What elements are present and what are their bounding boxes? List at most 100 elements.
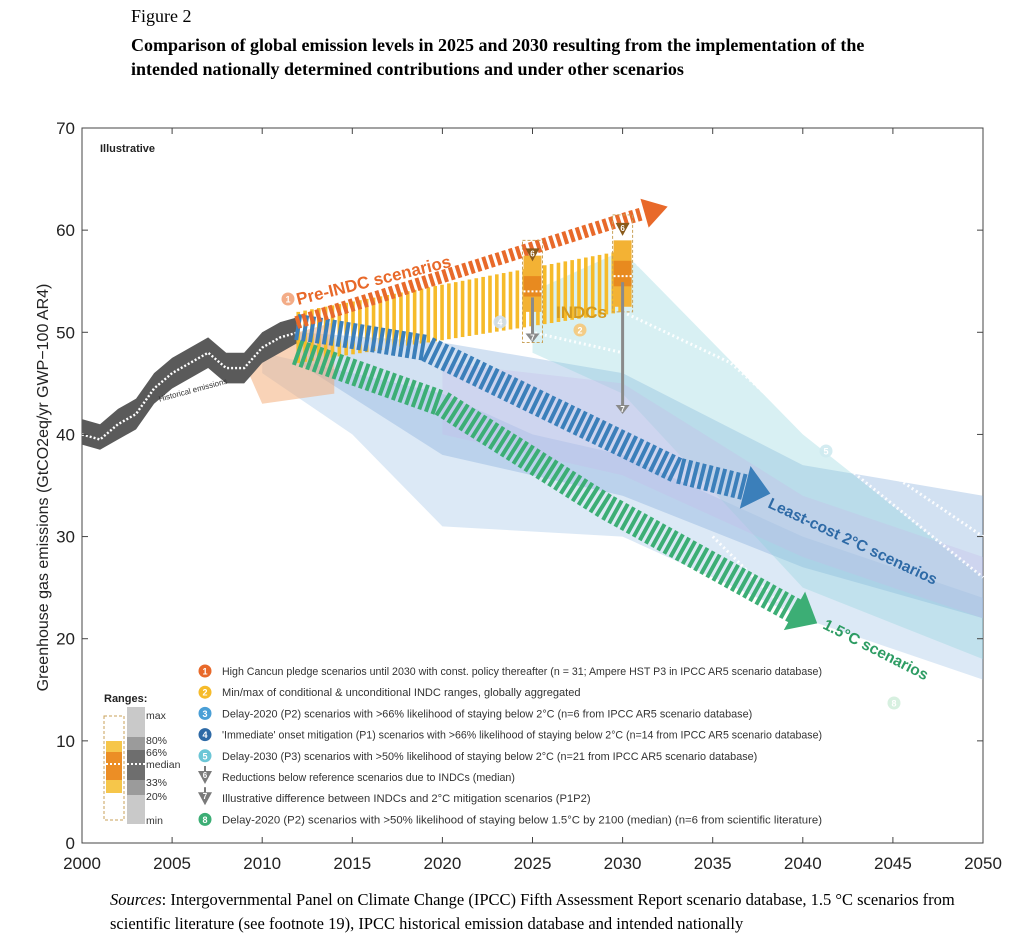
arrow-1-5c-stripe	[723, 563, 740, 589]
marker-6-shape	[525, 248, 540, 262]
arrow-2c-stripe	[534, 392, 550, 418]
gap-arrowhead	[525, 333, 540, 343]
y-tick-label: 60	[56, 221, 75, 240]
arrow-2c-stripe	[648, 447, 664, 473]
arrow-2c-stripe	[434, 343, 450, 369]
arrow-1-5c-stripe	[446, 399, 464, 424]
marker-4-text: 4	[497, 318, 502, 328]
arrow-2c-stripe	[503, 377, 519, 403]
arrow-1-5c-stripe	[331, 353, 345, 380]
range-key-label: 20%	[146, 791, 167, 803]
chart-legend: 1 High Cancun pledge scenarios until 2030…	[198, 664, 822, 826]
x-tick-label: 2035	[694, 854, 732, 873]
range-key-label: 66%	[146, 747, 167, 759]
x-tick-label: 2025	[514, 854, 552, 873]
arrow-2c-stripe	[682, 459, 694, 487]
arrow-1-5c-stripe	[729, 567, 747, 592]
arrow-1-5c-stripe	[476, 418, 494, 443]
guide-line-4	[711, 535, 984, 743]
legend-triangle	[198, 771, 212, 784]
arrow-1-5c-stripe	[699, 550, 716, 576]
arrow-1-5c-stripe	[505, 437, 523, 462]
marker-circle-2	[573, 323, 587, 337]
marker-6: 6	[530, 249, 535, 258]
arrow-2c-stripe	[459, 355, 475, 381]
arrow-1-5c-stripe	[458, 407, 476, 432]
arrow-2c-stripe	[490, 370, 506, 397]
arrow-pre-indc-stripe	[361, 294, 369, 308]
arrow-1-5c-stripe	[668, 533, 685, 559]
arrow-1-5c-stripe	[423, 386, 437, 413]
sources-note: Sources: Intergovernmental Panel on Clim…	[110, 888, 1010, 936]
arrow-2c-stripe	[427, 340, 443, 366]
legend-item-text: Delay-2030 (P3) scenarios with >50% like…	[222, 751, 757, 763]
arrow-1-5c-stripe	[650, 523, 667, 548]
arrow-2c-stripe	[446, 349, 462, 375]
arrow-pre-indc-stripe	[347, 298, 356, 313]
arrow-2c-stripe	[635, 441, 651, 467]
arrow-1-5c-stripe	[778, 594, 796, 620]
arrow-1-5c-stripe	[772, 590, 789, 616]
arrow-2c-stripe	[390, 329, 400, 356]
arrow-pre-indc-stripe	[568, 228, 576, 243]
arrow-1-5c-stripe	[717, 560, 734, 586]
arrow-2c-stripe	[335, 320, 344, 348]
arrow-1-5c-stripe	[390, 374, 404, 401]
arrow-1-5c-stripe	[564, 474, 583, 499]
arrow-pre-indc-stripe	[581, 224, 590, 239]
arrow-pre-indc-stripe	[294, 315, 303, 329]
arrow-pre-indc	[294, 198, 668, 329]
arrow-2c-stripe	[453, 352, 469, 378]
arrow-1-5c-stripe	[760, 584, 777, 609]
arrow-pre-indc-stripe	[561, 231, 570, 245]
arrow-pre-indc-stripe	[467, 260, 476, 275]
arrow-pre-indc-head	[640, 198, 668, 228]
marker-circle-8	[887, 696, 901, 710]
arrow-1-5c-stripe	[711, 557, 728, 582]
arrow-pre-indc-stripe	[594, 220, 603, 235]
arrow-1-5c-stripe	[693, 546, 710, 572]
arrow-1-5c-stripe	[344, 358, 358, 385]
arrow-2c-stripe	[370, 326, 379, 353]
marker-6: 6	[620, 224, 625, 233]
arrow-1-5c-stripe	[470, 414, 488, 439]
x-tick-label: 2030	[604, 854, 642, 873]
arrow-1-5c-stripe	[687, 543, 704, 569]
range-bar-2025: 76	[522, 239, 543, 344]
arrow-1-5c-stripe	[311, 346, 325, 373]
x-tick-label: 2020	[423, 854, 461, 873]
arrow-pre-indc-stripe	[574, 226, 583, 241]
arrow-1-5c-stripe	[541, 459, 559, 484]
arrow-pre-indc-stripe	[407, 279, 416, 294]
arrow-pre-indc-stripe	[534, 239, 543, 254]
legend-marker-8: 8	[202, 815, 207, 825]
arrow-1-5c-stripe	[619, 506, 636, 532]
arrow-1-5c-stripe	[613, 502, 630, 528]
arrow-pre-indc-stripe	[387, 285, 396, 300]
arrow-1-5c-stripe	[662, 530, 679, 555]
arrow-1-5c-stripe	[576, 481, 595, 506]
scenario-band-3	[532, 250, 983, 660]
sources-label: Sources	[110, 890, 162, 909]
range-key-label: 33%	[146, 777, 167, 789]
arrow-2c-stripe	[397, 330, 406, 358]
arrow-1-5c-stripe	[748, 577, 765, 603]
arrow-1-5c-stripe	[588, 489, 606, 514]
arrow-2c-stripe	[404, 331, 413, 359]
gap-arrowhead	[615, 405, 630, 414]
arrow-2c-stripe	[703, 465, 714, 492]
arrow-pre-indc-stripe	[421, 275, 429, 289]
legend-marker-5: 5	[202, 751, 207, 761]
y-axis-label: Greenhouse gas emissions (GtCO2eq/yr GWP…	[35, 284, 52, 692]
x-tick-label: 2015	[333, 854, 371, 873]
arrow-1-5c-stripe	[364, 365, 378, 392]
x-tick-label: 2010	[243, 854, 281, 873]
sources-text: : Intergovernmental Panel on Climate Cha…	[110, 890, 955, 933]
arrow-pre-indc-stripe	[327, 304, 336, 319]
arrow-pre-indc-stripe	[341, 300, 349, 315]
figure-title: Comparison of global emission levels in …	[131, 35, 865, 79]
range-key-label: median	[146, 759, 181, 771]
arrow-2c-stripe	[484, 367, 500, 394]
arrow-pre-indc-stripe	[635, 208, 643, 222]
arrow-pre-indc-stripe	[447, 266, 456, 281]
